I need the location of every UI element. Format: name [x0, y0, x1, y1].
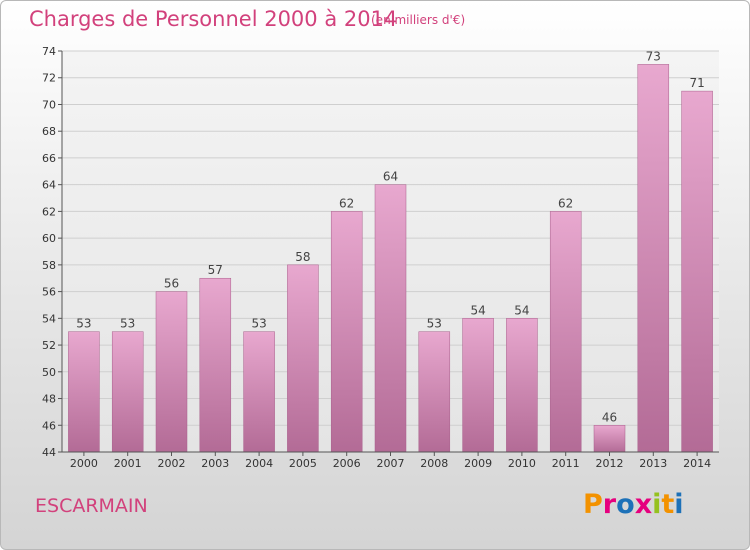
- y-tick-label: 62: [42, 205, 56, 218]
- bar: [462, 318, 494, 453]
- logo-letter: r: [602, 489, 617, 520]
- x-tick-label: 2004: [245, 457, 273, 470]
- bar: [330, 211, 363, 453]
- chart-unit: (en milliers d'€): [371, 13, 466, 27]
- bar-value-label: 54: [470, 303, 485, 317]
- bar-value-label: 46: [602, 410, 617, 424]
- y-tick-label: 72: [42, 72, 56, 85]
- logo-letter: P: [583, 489, 603, 520]
- bar-value-label: 53: [76, 317, 91, 331]
- logo-letter: o: [616, 489, 635, 520]
- bar-value-label: 58: [295, 250, 310, 264]
- bar: [155, 291, 188, 453]
- y-tick-label: 68: [42, 125, 56, 138]
- x-tick-label: 2007: [377, 457, 405, 470]
- logo-letter: t: [661, 489, 675, 520]
- bar-value-label: 57: [208, 263, 223, 277]
- chart-title: Charges de Personnel 2000 à 2014: [29, 7, 398, 31]
- bar: [637, 64, 670, 453]
- x-tick-label: 2006: [333, 457, 361, 470]
- x-tick-label: 2013: [639, 457, 667, 470]
- bar-value-label: 62: [339, 196, 354, 210]
- x-tick-label: 2002: [158, 457, 186, 470]
- commune-name: ESCARMAIN: [35, 495, 148, 517]
- y-tick-label: 44: [42, 446, 56, 459]
- bar: [68, 331, 100, 453]
- y-tick-label: 52: [42, 339, 56, 352]
- y-tick-label: 74: [42, 45, 56, 58]
- x-tick-label: 2001: [114, 457, 142, 470]
- x-tick-label: 2003: [201, 457, 229, 470]
- x-tick-label: 2010: [508, 457, 536, 470]
- bar-value-label: 54: [514, 303, 529, 317]
- logo-letter: x: [634, 489, 653, 520]
- y-tick-label: 56: [42, 286, 56, 299]
- x-tick-label: 2014: [683, 457, 711, 470]
- bar: [418, 331, 451, 453]
- bar-value-label: 73: [646, 49, 661, 63]
- x-tick-label: 2009: [464, 457, 492, 470]
- y-tick-label: 64: [42, 179, 56, 192]
- bar: [593, 425, 626, 453]
- bar: [681, 90, 713, 453]
- y-tick-label: 70: [42, 98, 56, 111]
- bar-value-label: 71: [689, 76, 704, 90]
- x-tick-label: 2000: [70, 457, 98, 470]
- x-tick-label: 2008: [420, 457, 448, 470]
- bar-value-label: 64: [383, 170, 398, 184]
- bar: [199, 277, 232, 453]
- bar: [506, 318, 538, 453]
- bar-value-label: 62: [558, 196, 573, 210]
- bars: [68, 64, 713, 453]
- labels: 44 46 48 50 52 54 56 58 60 62 64 66 68 70 72 74 53 2000 53…: [42, 45, 711, 470]
- bar: [549, 211, 582, 453]
- y-tick-label: 58: [42, 259, 56, 272]
- axes: [61, 51, 719, 453]
- proxiti-logo: Proxiti: [583, 489, 684, 520]
- y-tick-label: 66: [42, 152, 56, 165]
- x-tick-label: 2005: [289, 457, 317, 470]
- bar: [243, 331, 275, 453]
- x-tick-label: 2012: [596, 457, 624, 470]
- bar: [287, 264, 319, 453]
- bar-value-label: 53: [120, 317, 135, 331]
- y-tick-label: 54: [42, 312, 56, 325]
- logo-letter: i: [674, 489, 684, 520]
- bar-value-label: 56: [164, 277, 179, 291]
- x-tick-label: 2011: [552, 457, 580, 470]
- y-tick-label: 60: [42, 232, 56, 245]
- y-tick-label: 48: [42, 393, 56, 406]
- bar: [111, 331, 144, 453]
- y-tick-label: 46: [42, 419, 56, 432]
- bar-value-label: 53: [427, 317, 442, 331]
- logo-letter: i: [652, 489, 662, 520]
- bar: [374, 184, 407, 453]
- bar-value-label: 53: [251, 317, 266, 331]
- y-tick-label: 50: [42, 366, 56, 379]
